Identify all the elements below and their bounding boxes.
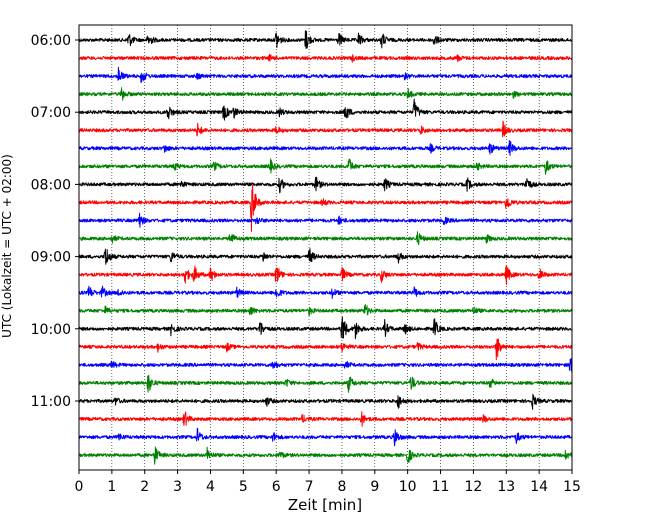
trace-line — [79, 411, 572, 427]
trace-line — [79, 98, 572, 121]
x-tick-label: 6 — [272, 479, 281, 495]
trace-line — [79, 446, 572, 465]
y-axis-label: UTC (Lokalzeit = UTC + 02:00) — [0, 154, 14, 338]
trace-line — [79, 66, 572, 84]
x-tick-label: 4 — [206, 479, 215, 495]
trace-line — [79, 338, 572, 361]
trace-line — [79, 304, 572, 317]
trace-line — [79, 139, 572, 156]
y-tick-label: 10:00 — [31, 322, 71, 338]
trace-line — [79, 120, 572, 138]
trace-line — [79, 30, 572, 49]
y-tick-label: 11:00 — [31, 394, 71, 410]
x-tick-label: 1 — [107, 479, 116, 495]
x-tick-label: 11 — [432, 479, 450, 495]
trace-line — [79, 87, 572, 101]
trace-line — [79, 393, 572, 410]
trace-line — [79, 374, 572, 393]
trace-line — [79, 427, 572, 447]
x-tick-label: 0 — [75, 479, 84, 495]
x-tick-label: 3 — [173, 479, 182, 495]
x-tick-label: 9 — [370, 479, 379, 495]
x-tick-label: 15 — [563, 479, 581, 495]
trace-line — [79, 158, 572, 175]
y-tick-label: 06:00 — [31, 33, 71, 49]
x-tick-label: 12 — [464, 479, 482, 495]
x-tick-label: 14 — [530, 479, 548, 495]
trace-line — [79, 231, 572, 245]
y-axis-ticks: 06:00 07:00 08:00 09:00 10:00 11:00 — [31, 33, 79, 410]
trace-line — [79, 248, 572, 265]
traces — [79, 30, 572, 465]
grid-lines — [78, 25, 573, 470]
x-tick-label: 2 — [140, 479, 149, 495]
trace-line — [79, 53, 572, 63]
trace-line — [79, 358, 572, 372]
x-axis-label: Zeit [min] — [288, 496, 362, 514]
x-tick-label: 10 — [399, 479, 417, 495]
trace-line — [79, 265, 572, 285]
y-tick-label: 09:00 — [31, 250, 71, 266]
y-tick-label: 07:00 — [31, 105, 71, 121]
y-tick-label: 08:00 — [31, 177, 71, 193]
trace-line — [79, 176, 572, 194]
trace-line — [79, 212, 572, 228]
x-tick-label: 7 — [305, 479, 314, 495]
trace-line — [79, 184, 572, 232]
plot-frame — [78, 24, 573, 471]
x-tick-label: 8 — [337, 479, 346, 495]
x-tick-label: 13 — [497, 479, 515, 495]
trace-line — [79, 285, 572, 299]
x-axis-ticks: 0 1 2 3 4 5 6 7 8 9 10 11 12 13 14 15 — [75, 470, 581, 495]
trace-line — [79, 316, 572, 340]
x-tick-label: 5 — [239, 479, 248, 495]
